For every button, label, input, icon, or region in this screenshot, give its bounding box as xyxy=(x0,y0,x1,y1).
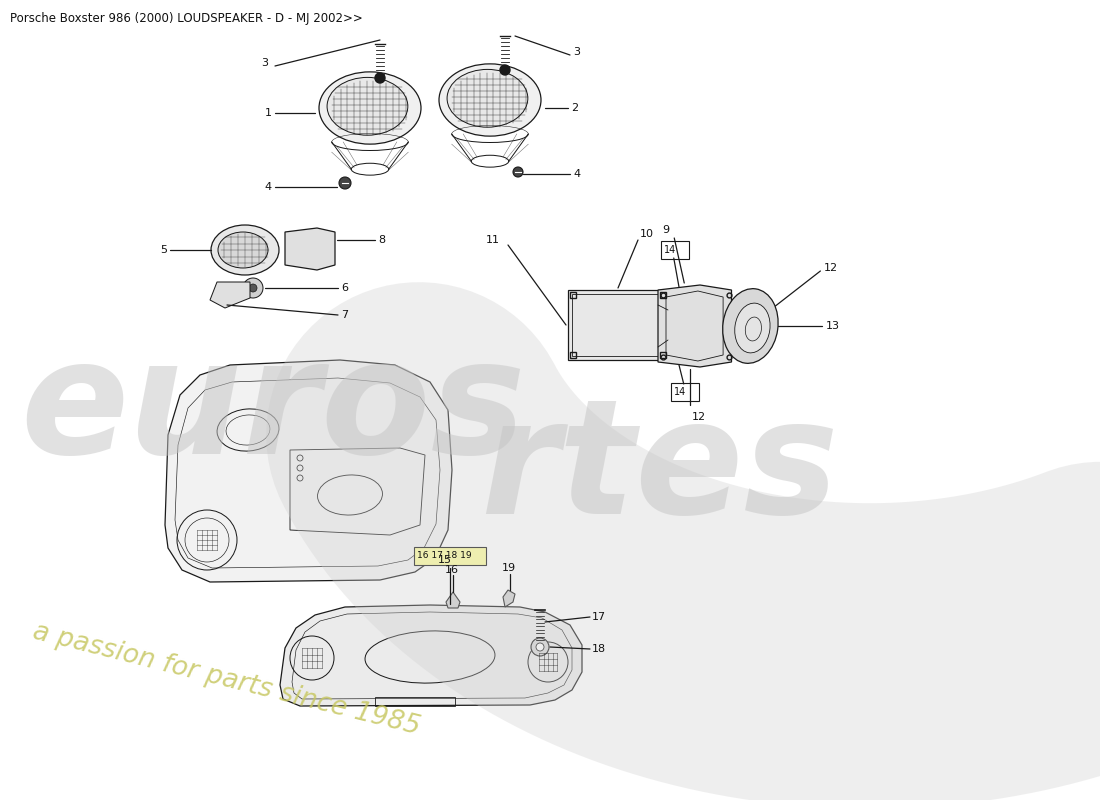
Text: 18: 18 xyxy=(592,644,606,654)
Text: a passion for parts since 1985: a passion for parts since 1985 xyxy=(30,619,422,741)
Text: 14: 14 xyxy=(663,245,676,255)
Text: 9: 9 xyxy=(662,225,669,235)
Text: rtes: rtes xyxy=(480,393,838,547)
Polygon shape xyxy=(568,290,668,360)
Circle shape xyxy=(513,167,522,177)
Text: Porsche Boxster 986 (2000) LOUDSPEAKER - D - MJ 2002>>: Porsche Boxster 986 (2000) LOUDSPEAKER -… xyxy=(10,12,363,25)
Text: 12: 12 xyxy=(692,412,705,422)
Text: 14: 14 xyxy=(673,387,686,397)
Text: 1: 1 xyxy=(265,108,272,118)
Circle shape xyxy=(375,73,385,83)
Ellipse shape xyxy=(439,64,541,136)
Ellipse shape xyxy=(327,78,408,135)
FancyBboxPatch shape xyxy=(414,547,486,565)
Text: 15: 15 xyxy=(438,555,452,565)
Text: 3: 3 xyxy=(261,58,268,68)
Polygon shape xyxy=(280,605,582,706)
Text: 7: 7 xyxy=(341,310,348,320)
Polygon shape xyxy=(165,360,452,582)
Text: euros: euros xyxy=(20,333,526,487)
Ellipse shape xyxy=(319,72,421,144)
Text: 19: 19 xyxy=(502,563,516,573)
Ellipse shape xyxy=(735,303,770,353)
Text: 4: 4 xyxy=(265,182,272,192)
Text: 13: 13 xyxy=(825,321,839,331)
Polygon shape xyxy=(658,285,732,367)
Ellipse shape xyxy=(218,232,268,268)
Text: 17: 17 xyxy=(592,612,606,622)
Circle shape xyxy=(500,65,510,75)
Text: 11: 11 xyxy=(486,235,500,245)
Polygon shape xyxy=(210,282,250,308)
Text: 16: 16 xyxy=(446,565,459,575)
Text: 4: 4 xyxy=(573,169,580,179)
Circle shape xyxy=(536,643,544,651)
Ellipse shape xyxy=(447,70,528,127)
Circle shape xyxy=(531,638,549,656)
Text: 12: 12 xyxy=(824,263,837,273)
Text: 6: 6 xyxy=(341,283,348,293)
Polygon shape xyxy=(446,592,460,608)
Text: 16 17 18 19: 16 17 18 19 xyxy=(417,551,472,561)
Polygon shape xyxy=(285,228,336,270)
Circle shape xyxy=(249,284,257,292)
Text: 5: 5 xyxy=(160,245,167,255)
Circle shape xyxy=(243,278,263,298)
Polygon shape xyxy=(503,590,515,607)
Text: 8: 8 xyxy=(378,235,385,245)
Text: 3: 3 xyxy=(573,47,580,57)
Circle shape xyxy=(339,177,351,189)
Ellipse shape xyxy=(211,225,279,275)
Text: 2: 2 xyxy=(571,103,579,113)
Text: 10: 10 xyxy=(640,229,654,239)
Ellipse shape xyxy=(723,289,778,363)
